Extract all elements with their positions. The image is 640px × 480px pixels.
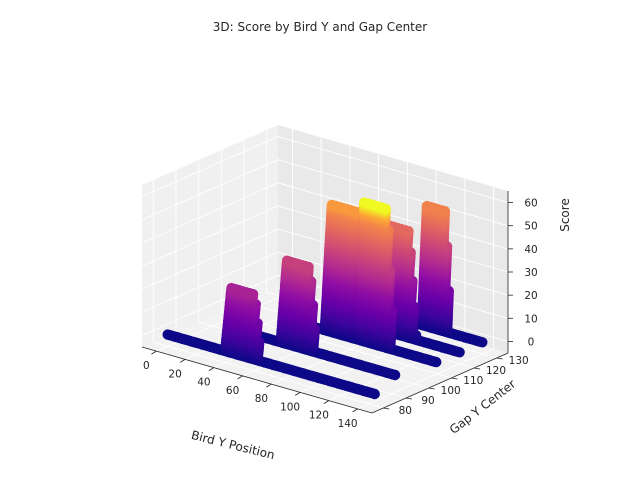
z-tick-label: 10 [524, 313, 537, 325]
x-tick-label: 100 [280, 401, 300, 413]
x-tick-mark [266, 383, 272, 388]
y-tick-label: 90 [421, 395, 434, 407]
y-tick-mark [451, 377, 458, 380]
data-point [431, 356, 442, 368]
y-tick-label: 130 [509, 355, 529, 367]
z-tick-label: 30 [524, 267, 537, 279]
data-point [454, 347, 465, 358]
axes [141, 191, 513, 414]
y-tick-mark [473, 367, 481, 370]
x-tick-mark [179, 359, 186, 363]
data-point [477, 337, 488, 348]
x-tick-label: 20 [168, 368, 181, 380]
y-tick-label: 110 [463, 375, 483, 387]
x-tick-mark [323, 400, 330, 404]
y-tick-mark [383, 407, 390, 410]
tick-labels: 0204060801001201408090100110120130010203… [143, 198, 538, 430]
z-grid-line [141, 136, 509, 204]
z-tick-label: 40 [524, 244, 537, 256]
x-tick-label: 80 [255, 393, 268, 405]
z-tick-label: 0 [528, 336, 535, 348]
x-tick-mark [151, 350, 157, 355]
x-tick-mark [352, 408, 358, 413]
data-point [439, 206, 451, 217]
data-point [380, 203, 391, 214]
y-tick-label: 80 [399, 405, 412, 417]
y-tick-mark [428, 387, 435, 390]
x-axis-label: Bird Y Position [190, 428, 276, 462]
chart-title: 3D: Score by Bird Y and Gap Center [213, 20, 427, 34]
x-axis-line [141, 346, 373, 414]
y-tick-mark [496, 357, 503, 360]
y-tick-mark [405, 397, 413, 400]
x-tick-label: 60 [226, 385, 239, 397]
y-axis-line [371, 352, 509, 414]
x-tick-label: 0 [143, 360, 150, 372]
x-tick-mark [237, 375, 243, 380]
y-tick-label: 120 [486, 365, 506, 377]
data-point [303, 261, 314, 273]
data-point [247, 289, 259, 300]
x-tick-label: 120 [309, 410, 329, 422]
x-tick-mark [208, 367, 215, 371]
z-tick-label: 60 [524, 198, 537, 210]
data-point [403, 226, 414, 237]
y-grid-line [152, 180, 384, 409]
y-grid-line [220, 150, 452, 379]
z-axis-label: Score [558, 198, 572, 232]
z-tick-label: 20 [524, 290, 537, 302]
x-tick-label: 140 [338, 418, 358, 430]
data-point [389, 369, 401, 381]
data-point [369, 388, 380, 400]
data-points [162, 197, 488, 400]
x-tick-label: 40 [197, 377, 210, 389]
z-tick-label: 50 [524, 221, 537, 233]
x-grid-line [357, 186, 495, 410]
y-tick-label: 100 [441, 385, 461, 397]
x-tick-mark [294, 392, 301, 396]
